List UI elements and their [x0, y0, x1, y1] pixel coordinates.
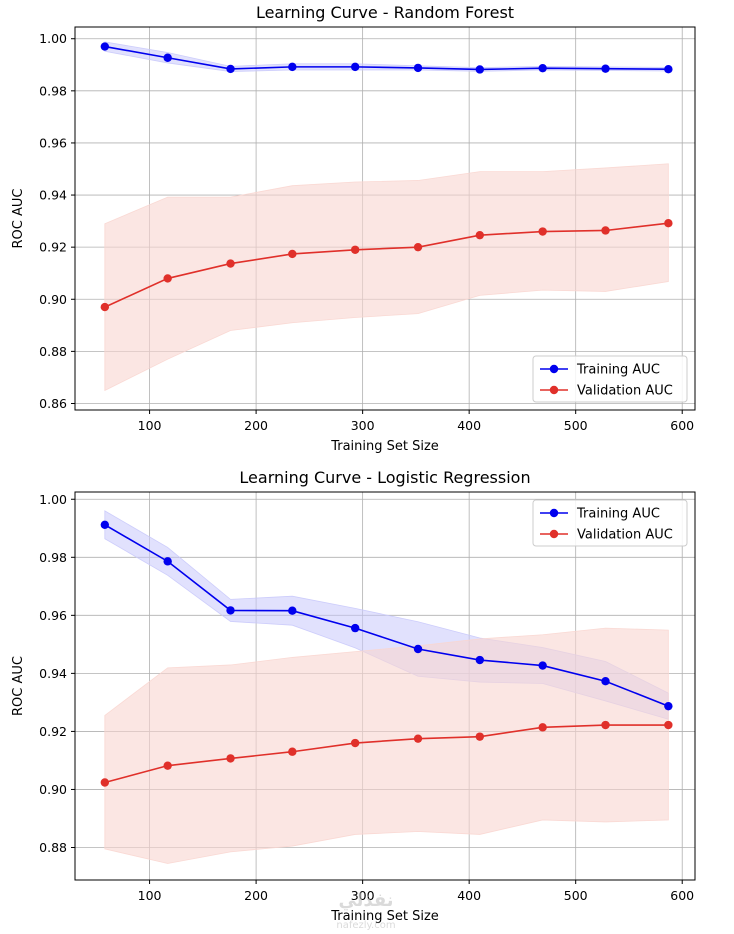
validation-point	[664, 218, 673, 228]
validation-point	[350, 738, 360, 748]
y-axis-label: ROC AUC	[11, 189, 26, 249]
y-tick-label: 0.94	[39, 666, 67, 681]
training-point	[538, 63, 547, 73]
training-point	[226, 64, 235, 74]
x-tick-label: 300	[351, 418, 375, 433]
legend: Training AUC Validation AUC	[532, 499, 688, 547]
y-axis-label: ROC AUC	[11, 656, 26, 716]
validation-legend-label: Validation AUC	[577, 384, 673, 399]
training-point	[538, 661, 547, 670]
validation-point	[100, 302, 110, 312]
x-axis-label: Training Set Size	[330, 909, 439, 924]
training-point	[163, 53, 172, 62]
validation-legend-marker	[549, 529, 559, 539]
y-tick-label: 0.86	[39, 396, 67, 411]
y-tick-label: 1.00	[39, 31, 67, 46]
y-tick-label: 0.88	[39, 840, 67, 855]
training-point	[413, 644, 423, 654]
y-tick-label: 0.98	[39, 83, 67, 98]
validation-point	[163, 274, 172, 283]
validation-point	[288, 747, 297, 756]
validation-point	[226, 754, 235, 763]
validation-confidence-band	[104, 163, 669, 392]
training-point	[664, 701, 673, 711]
validation-point	[350, 245, 360, 254]
y-tick-label: 0.98	[39, 550, 67, 565]
validation-line	[104, 724, 669, 784]
x-tick-label: 400	[457, 418, 481, 433]
validation-legend-label: Validation AUC	[577, 528, 673, 543]
validation-point	[413, 734, 423, 743]
validation-point	[664, 720, 673, 730]
x-tick-label: 200	[244, 418, 268, 433]
x-tick-label: 200	[244, 888, 268, 903]
training-point	[664, 65, 673, 74]
training-point	[226, 606, 235, 615]
training-point	[163, 557, 172, 566]
x-tick-label: 500	[564, 418, 588, 433]
y-tick-label: 0.94	[39, 188, 67, 203]
x-tick-label: 600	[670, 888, 694, 903]
training-line	[104, 45, 669, 71]
plot-frame	[74, 491, 696, 881]
training-point	[100, 520, 110, 529]
y-tick-label: 1.00	[39, 492, 67, 507]
training-point	[350, 623, 360, 633]
y-tick-label: 0.88	[39, 344, 67, 359]
validation-point	[601, 720, 610, 730]
validation-point	[100, 778, 110, 787]
x-tick-label: 300	[351, 888, 375, 903]
x-tick-label: 100	[138, 888, 162, 903]
training-legend-label: Training AUC	[576, 507, 660, 522]
legend-box	[532, 499, 688, 547]
chart-title: Learning Curve - Random Forest	[256, 3, 514, 22]
training-line	[104, 524, 669, 707]
validation-point	[601, 226, 610, 235]
validation-line	[104, 222, 669, 308]
validation-legend-marker	[549, 385, 559, 395]
training-point	[413, 63, 423, 73]
x-tick-label: 500	[564, 888, 588, 903]
training-legend-marker	[549, 508, 559, 518]
validation-point	[226, 259, 235, 268]
x-tick-label: 100	[138, 418, 162, 433]
x-axis-label: Training Set Size	[330, 439, 439, 454]
y-tick-label: 0.90	[39, 782, 67, 797]
training-point	[601, 677, 610, 686]
plot-frame	[74, 26, 696, 411]
training-point	[100, 42, 110, 51]
y-tick-label: 0.92	[39, 724, 67, 739]
training-point	[475, 655, 485, 665]
legend-box	[532, 355, 688, 403]
validation-point	[538, 227, 547, 236]
chart-title: Learning Curve - Logistic Regression	[239, 468, 530, 487]
chart-logistic-regression: 100 200 300 400 500 600 0.88 0.90 0.92 0.94 0.96 0.…	[11, 468, 696, 924]
training-legend-marker	[549, 364, 559, 374]
y-tick-label: 0.92	[39, 240, 67, 255]
watermark-text: نفذلي	[338, 890, 393, 911]
training-legend-label: Training AUC	[576, 363, 660, 378]
watermark: نفذلي nafezly.com	[336, 890, 395, 931]
training-point	[601, 64, 610, 73]
training-point	[350, 62, 360, 72]
y-tick-label: 0.96	[39, 608, 67, 623]
validation-point	[288, 249, 297, 259]
x-tick-label: 600	[670, 418, 694, 433]
x-tick-label: 400	[457, 888, 481, 903]
training-point	[288, 62, 297, 72]
validation-point	[475, 230, 485, 240]
training-point	[288, 606, 297, 615]
y-tick-label: 0.90	[39, 292, 67, 307]
chart-random-forest: 100 200 300 400 500 600 0.86 0.88 0.90 0.92 0.94 0.…	[11, 3, 696, 454]
watermark-subtext: nafezly.com	[336, 920, 395, 931]
y-tick-label: 0.96	[39, 135, 67, 150]
training-point	[475, 65, 485, 74]
legend: Training AUC Validation AUC	[532, 355, 688, 403]
validation-point	[163, 761, 172, 770]
validation-point	[538, 723, 547, 732]
validation-point	[413, 242, 423, 252]
validation-point	[475, 732, 485, 741]
validation-confidence-band	[104, 627, 669, 864]
